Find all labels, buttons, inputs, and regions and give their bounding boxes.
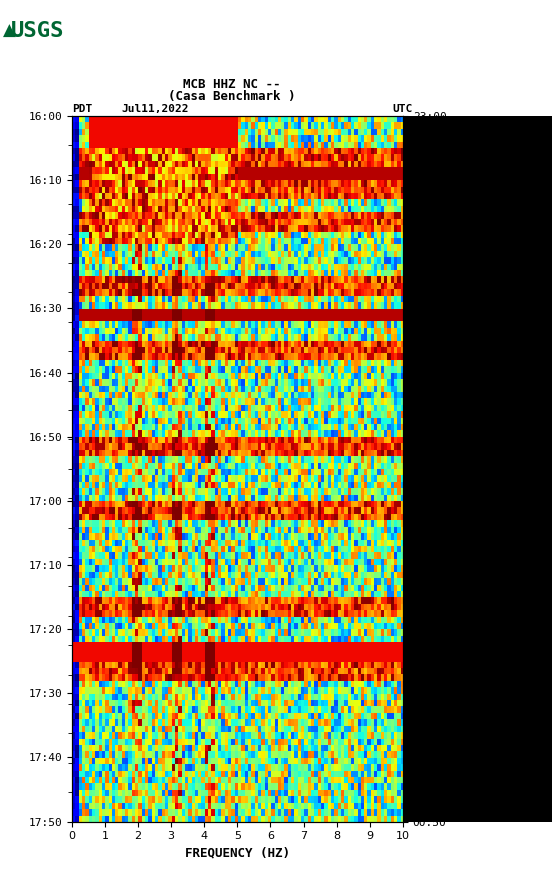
Text: Jul11,2022: Jul11,2022	[121, 104, 189, 114]
Text: ▲: ▲	[3, 22, 15, 40]
Text: USGS: USGS	[11, 21, 65, 41]
Text: MCB HHZ NC --: MCB HHZ NC --	[183, 79, 280, 91]
X-axis label: FREQUENCY (HZ): FREQUENCY (HZ)	[185, 847, 290, 860]
Text: (Casa Benchmark ): (Casa Benchmark )	[168, 90, 295, 103]
Text: PDT: PDT	[72, 104, 92, 114]
Text: UTC: UTC	[393, 104, 413, 114]
